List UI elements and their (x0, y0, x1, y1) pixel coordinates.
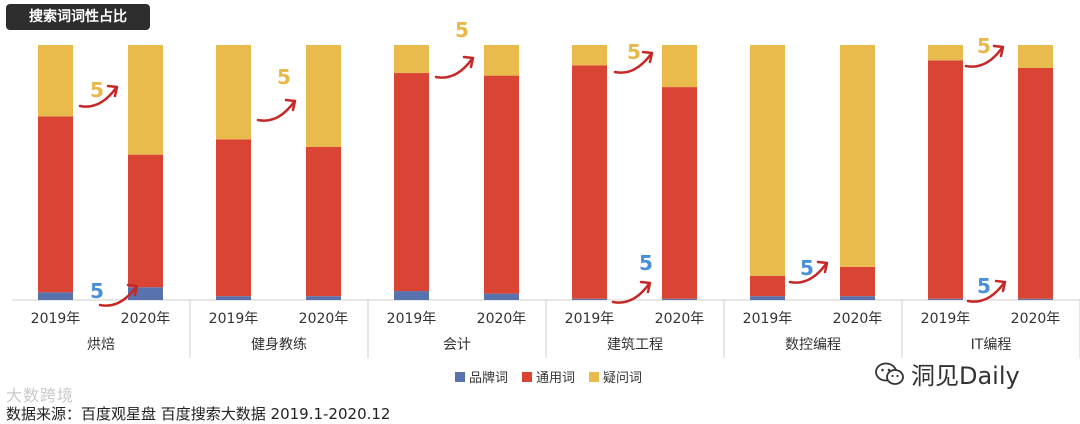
annotation-label: 5 (90, 78, 104, 102)
watermark-text-right: 洞见Daily (911, 362, 1020, 390)
x-tick-label-year: 2020年 (477, 311, 527, 327)
legend-item-general[interactable]: 通用词 (522, 367, 575, 386)
bar-brand-3-0 (572, 298, 607, 300)
legend-item-brand[interactable]: 品牌词 (455, 367, 508, 386)
x-tick-label-year: 2019年 (387, 311, 437, 327)
bar-question-5-1 (1018, 45, 1053, 68)
bar-question-3-0 (572, 45, 607, 66)
annotation-arrowhead (284, 98, 297, 112)
x-tick-label-year: 2020年 (833, 311, 883, 327)
annotation-arrowhead (641, 50, 654, 64)
bar-general-0-0 (38, 116, 73, 293)
annotation-arrowhead (126, 283, 139, 297)
x-tick-label-year: 2020年 (655, 311, 705, 327)
annotation-label: 5 (90, 279, 104, 303)
annotation-label: 5 (977, 34, 991, 58)
annotation-label: 5 (455, 18, 469, 42)
annotation-arrowhead (639, 280, 652, 294)
watermark-logo-right: 洞见Daily (875, 356, 1020, 391)
x-category-label: 建筑工程 (607, 337, 663, 353)
bar-general-1-0 (216, 139, 251, 297)
bar-general-4-1 (840, 266, 875, 297)
bar-brand-1-1 (306, 296, 341, 300)
bar-question-4-1 (840, 45, 875, 267)
bar-question-5-0 (928, 45, 963, 61)
wechat-icon (875, 362, 904, 385)
x-category-label: 健身教练 (251, 337, 307, 353)
annotation-arrow (613, 52, 653, 74)
x-category-label: 数控编程 (785, 337, 841, 353)
bar-question-1-1 (306, 45, 341, 147)
annotation-label: 5 (277, 65, 291, 89)
watermark-logo-left: 大数跨境 (6, 386, 75, 405)
bar-question-4-0 (750, 45, 785, 276)
bar-brand-3-1 (662, 298, 697, 300)
annotation-label: 5 (800, 256, 814, 280)
annotation-arrow (98, 285, 138, 307)
annotation-arrow (256, 100, 296, 122)
data-source-note: 数据来源：百度观星盘 百度搜索大数据 2019.1-2020.12 (6, 405, 391, 423)
annotation-arrowhead (106, 84, 119, 98)
bar-question-0-0 (38, 45, 73, 117)
bar-brand-2-0 (394, 291, 429, 300)
bar-question-2-1 (484, 45, 519, 76)
annotation-arrow (966, 281, 1006, 303)
annotation-label: 5 (639, 251, 653, 275)
bar-general-3-1 (662, 87, 697, 299)
annotation-arrow (788, 262, 828, 284)
bar-brand-5-0 (928, 298, 963, 300)
bar-question-1-0 (216, 45, 251, 140)
bar-general-2-1 (484, 75, 519, 294)
x-tick-label-year: 2019年 (921, 311, 971, 327)
annotation-arrow (611, 282, 651, 304)
bar-general-0-1 (128, 154, 163, 288)
bar-general-4-0 (750, 275, 785, 297)
legend-label-brand: 品牌词 (469, 371, 509, 386)
annotation-arrow (78, 86, 118, 108)
bar-question-0-1 (128, 45, 163, 155)
legend-swatch-question (589, 371, 600, 382)
x-tick-label-year: 2019年 (31, 311, 81, 327)
bar-question-2-0 (394, 45, 429, 74)
annotation-arrow (964, 46, 1004, 68)
bar-brand-5-1 (1018, 298, 1053, 300)
bar-brand-1-0 (216, 296, 251, 300)
annotation-arrow (434, 57, 474, 79)
x-tick-label-year: 2020年 (1011, 311, 1061, 327)
annotation-label: 5 (627, 40, 641, 64)
x-tick-label-year: 2019年 (209, 311, 259, 327)
x-tick-label-year: 2020年 (299, 311, 349, 327)
legend-label-general: 通用词 (536, 371, 576, 386)
legend-swatch-general (522, 371, 533, 382)
annotation-arrowhead (994, 279, 1007, 293)
bar-general-2-0 (394, 73, 429, 292)
bar-brand-4-0 (750, 296, 785, 300)
bar-general-1-1 (306, 147, 341, 297)
legend-swatch-brand (455, 371, 465, 382)
bar-general-5-1 (1018, 67, 1053, 299)
bar-general-5-0 (928, 60, 963, 299)
annotation-arrowhead (462, 55, 475, 69)
x-tick-label-year: 2019年 (565, 311, 615, 327)
bar-brand-0-0 (38, 292, 73, 300)
bar-brand-4-1 (840, 296, 875, 300)
legend-label-question: 疑问词 (603, 371, 643, 386)
legend-item-question[interactable]: 疑问词 (589, 367, 642, 386)
x-category-label: 会计 (443, 337, 471, 353)
bar-brand-2-1 (484, 293, 519, 300)
annotation-arrowhead (992, 44, 1005, 58)
chart-title: 搜索词词性占比 (6, 4, 150, 30)
x-category-label: IT编程 (971, 337, 1012, 353)
annotation-label: 5 (977, 274, 991, 298)
bar-question-3-1 (662, 45, 697, 88)
annotation-arrowhead (816, 260, 829, 274)
x-tick-label-year: 2019年 (743, 311, 793, 327)
bar-general-3-0 (572, 65, 607, 299)
legend: 品牌词 通用词 疑问词 (455, 367, 642, 386)
x-category-label: 烘焙 (87, 337, 115, 353)
x-tick-label-year: 2020年 (121, 311, 171, 327)
